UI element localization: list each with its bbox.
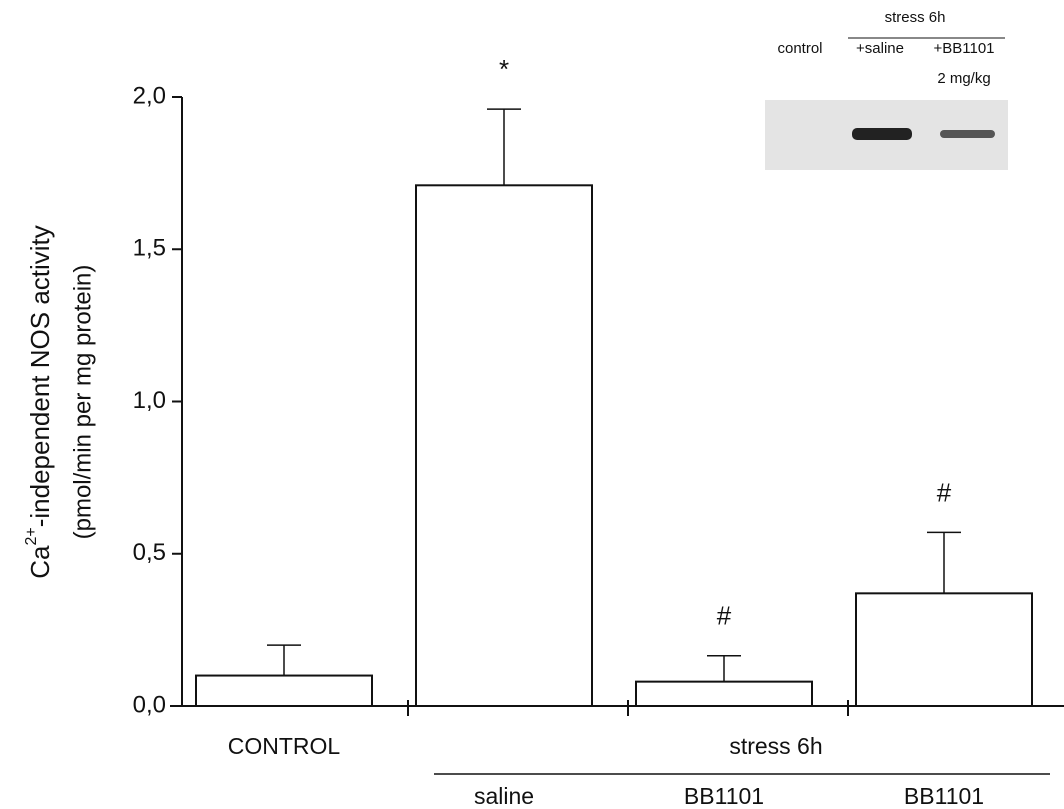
- y-tick-label: 1,5: [133, 235, 166, 262]
- y-axis-label-line2: (pmol/min per mg protein): [69, 265, 96, 540]
- y-axis-label: Ca2+-independent NOS activity: [23, 225, 55, 579]
- x-tick-label: BB1101: [904, 783, 984, 809]
- x-tick-label: saline: [474, 783, 534, 809]
- y-tick-label: 0,5: [133, 539, 166, 566]
- y-tick-label: 1,0: [133, 387, 166, 414]
- inset-blot: stress 6h control +saline +BB1101 2 mg/k…: [765, 9, 1008, 170]
- significance-marker: *: [499, 54, 509, 84]
- inset-lane-label: control: [777, 40, 822, 57]
- significance-marker: #: [717, 601, 732, 631]
- significance-marker: #: [937, 477, 952, 507]
- blot-band: [940, 130, 995, 138]
- bar: [855, 592, 1033, 708]
- inset-group-label: stress 6h: [885, 9, 946, 26]
- x-group-label: stress 6h: [729, 733, 822, 759]
- inset-dose-label: 2 mg/kg: [937, 70, 990, 87]
- y-label-sup: 2+: [23, 527, 40, 545]
- inset-lane-label: +BB1101: [933, 40, 994, 57]
- y-label-rest: -independent NOS activity: [25, 225, 55, 527]
- bar: [195, 674, 373, 707]
- bar: [635, 680, 813, 708]
- x-tick-label: BB1101: [684, 783, 764, 809]
- inset-lane-label: +saline: [856, 40, 904, 57]
- x-tick-label: CONTROL: [228, 733, 341, 759]
- y-tick-label: 2,0: [133, 82, 166, 109]
- blot-band: [852, 128, 912, 140]
- y-tick-label: 0,0: [133, 691, 166, 718]
- bar: [415, 184, 593, 707]
- y-label-prefix: Ca: [25, 545, 55, 579]
